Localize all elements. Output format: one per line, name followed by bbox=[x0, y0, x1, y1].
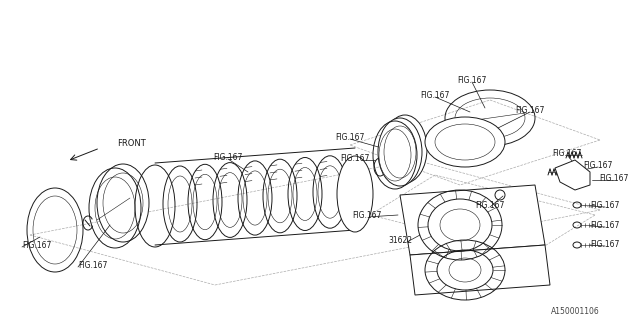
Polygon shape bbox=[555, 160, 590, 190]
Ellipse shape bbox=[337, 156, 373, 232]
Text: FIG.167: FIG.167 bbox=[515, 106, 545, 115]
Text: FIG.167: FIG.167 bbox=[335, 132, 365, 141]
Ellipse shape bbox=[97, 164, 149, 242]
Polygon shape bbox=[410, 245, 550, 295]
Text: FIG.167: FIG.167 bbox=[352, 211, 381, 220]
Text: 31622: 31622 bbox=[388, 236, 412, 244]
Text: FIG.167: FIG.167 bbox=[22, 241, 51, 250]
Text: FIG.167: FIG.167 bbox=[340, 154, 370, 163]
Text: FIG.167: FIG.167 bbox=[476, 201, 505, 210]
Ellipse shape bbox=[378, 118, 422, 186]
Text: FIG.167: FIG.167 bbox=[590, 220, 620, 229]
Text: FIG.167: FIG.167 bbox=[590, 201, 620, 210]
Text: FIG.167: FIG.167 bbox=[78, 260, 108, 269]
Text: FIG.167: FIG.167 bbox=[213, 153, 243, 162]
Ellipse shape bbox=[425, 117, 505, 167]
Text: FRONT: FRONT bbox=[117, 139, 146, 148]
Text: FIG.167: FIG.167 bbox=[458, 76, 486, 84]
Text: FIG.167: FIG.167 bbox=[552, 148, 582, 157]
Text: FIG.167: FIG.167 bbox=[583, 161, 612, 170]
Text: FIG.167: FIG.167 bbox=[420, 91, 450, 100]
Text: FIG.167: FIG.167 bbox=[599, 173, 628, 182]
Text: FIG.167: FIG.167 bbox=[590, 239, 620, 249]
Ellipse shape bbox=[383, 115, 427, 183]
Text: A150001106: A150001106 bbox=[551, 308, 600, 316]
Polygon shape bbox=[400, 185, 545, 255]
